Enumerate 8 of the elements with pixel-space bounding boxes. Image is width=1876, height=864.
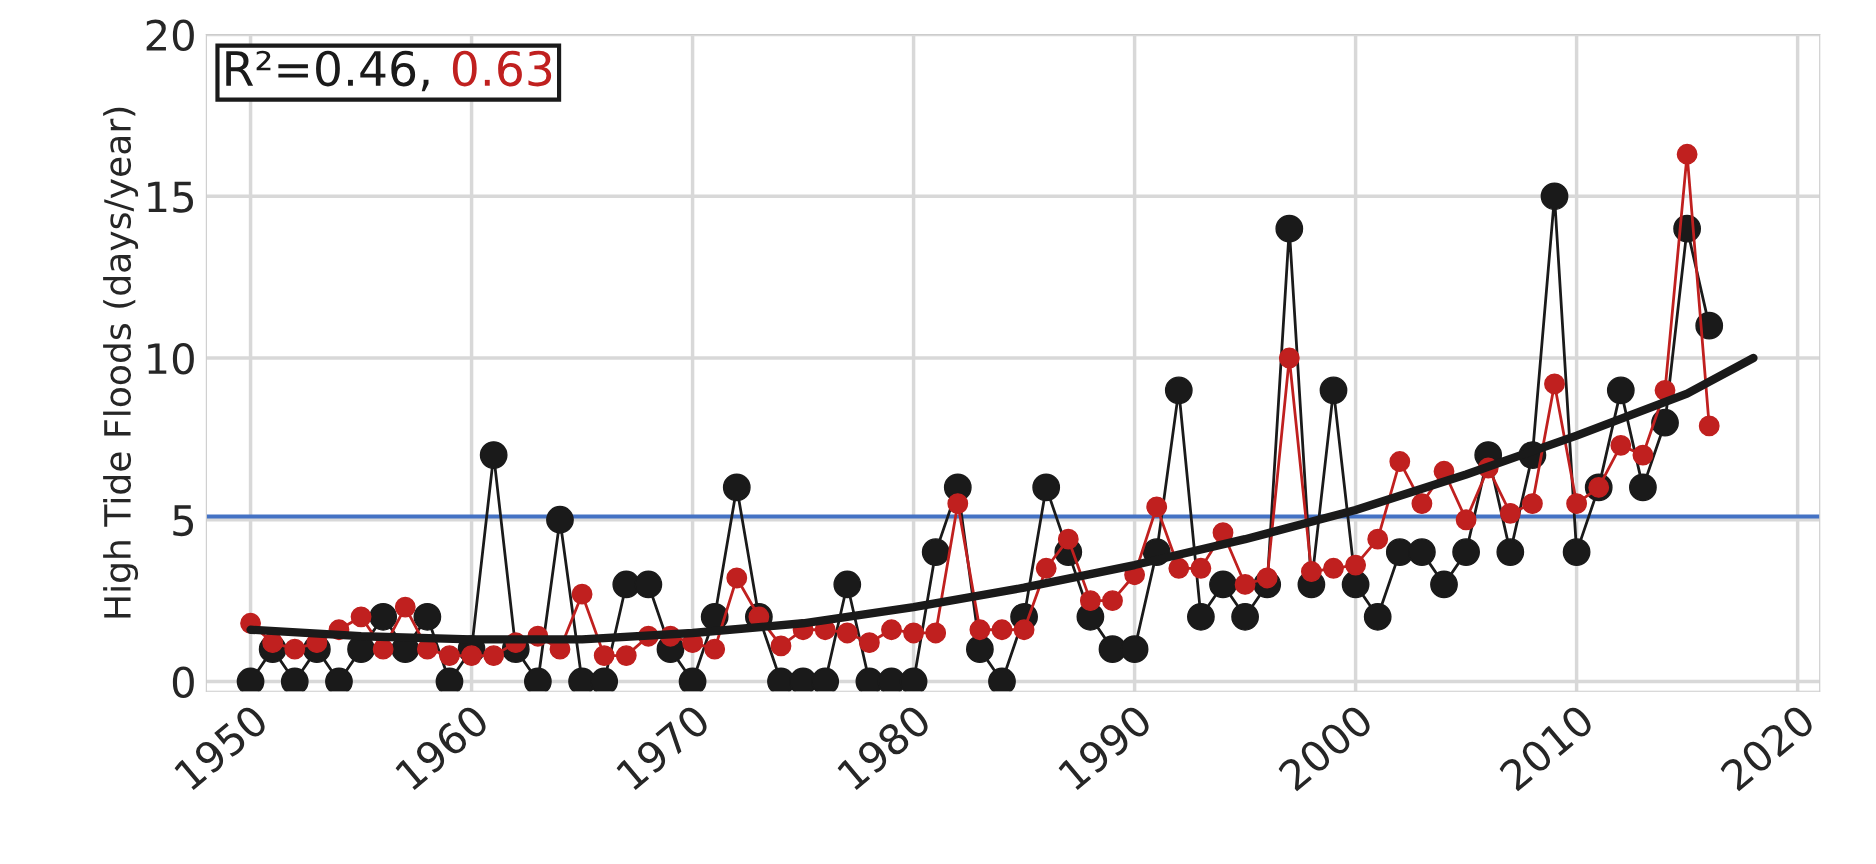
y-axis-title: High Tide Floods (days/year)	[103, 107, 139, 618]
y-tick-label: 5	[173, 505, 193, 537]
y-tick-label: 10	[148, 342, 194, 375]
y-tick-label: 0	[172, 666, 194, 698]
annotation: R²=0.46,	[226, 50, 429, 92]
y-tick-label: 15	[148, 181, 193, 213]
annotation: 0.63	[452, 50, 552, 87]
y-tick-label: 20	[146, 19, 194, 51]
